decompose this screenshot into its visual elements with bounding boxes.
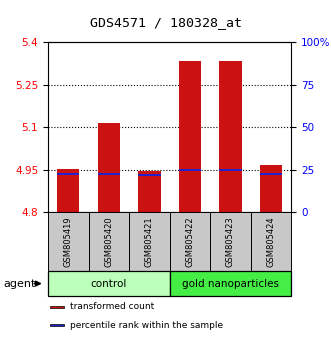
Text: GSM805422: GSM805422 <box>185 216 194 267</box>
Text: agent: agent <box>3 279 36 289</box>
Bar <box>50 324 64 326</box>
Text: GDS4571 / 180328_at: GDS4571 / 180328_at <box>89 16 242 29</box>
Bar <box>179 61 201 212</box>
Bar <box>88 212 129 271</box>
Bar <box>57 169 79 212</box>
Bar <box>179 169 201 171</box>
Bar <box>48 271 169 296</box>
Bar <box>138 171 161 212</box>
Bar <box>260 165 282 212</box>
Bar <box>169 212 210 271</box>
Bar <box>260 173 282 175</box>
Text: GSM805420: GSM805420 <box>104 216 113 267</box>
Bar <box>210 212 251 271</box>
Text: GSM805424: GSM805424 <box>266 216 275 267</box>
Bar <box>169 271 291 296</box>
Bar <box>129 212 169 271</box>
Bar <box>50 306 64 308</box>
Text: gold nanoparticles: gold nanoparticles <box>182 279 279 289</box>
Bar <box>98 173 120 175</box>
Bar <box>98 123 120 212</box>
Bar <box>138 174 161 176</box>
Bar <box>219 61 242 212</box>
Text: GSM805423: GSM805423 <box>226 216 235 267</box>
Text: percentile rank within the sample: percentile rank within the sample <box>70 321 223 330</box>
Bar <box>57 173 79 175</box>
Bar <box>48 212 88 271</box>
Text: GSM805421: GSM805421 <box>145 216 154 267</box>
Text: transformed count: transformed count <box>70 302 154 311</box>
Text: control: control <box>91 279 127 289</box>
Text: GSM805419: GSM805419 <box>64 216 73 267</box>
Bar <box>219 169 242 171</box>
Bar <box>251 212 291 271</box>
